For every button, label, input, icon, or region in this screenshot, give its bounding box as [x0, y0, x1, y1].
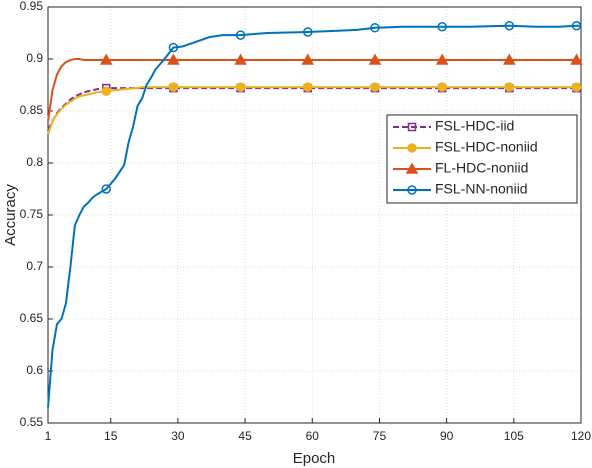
legend-marker [407, 122, 417, 132]
x-tick-label: 60 [306, 429, 320, 443]
y-axis-label: Accuracy [2, 184, 19, 246]
marker [235, 82, 246, 92]
y-tick-label: 0.65 [20, 311, 44, 325]
series-line [47, 58, 581, 122]
marker [234, 53, 247, 65]
legend-marker [407, 185, 417, 195]
x-tick-label: 105 [504, 429, 524, 443]
marker [303, 27, 313, 37]
marker [370, 23, 380, 33]
x-tick-label: 30 [171, 429, 185, 443]
legend-label: FSL-HDC-noniid [435, 139, 538, 155]
x-tick-label: 90 [440, 429, 454, 443]
marker [101, 86, 111, 96]
marker [571, 20, 582, 31]
marker [101, 184, 111, 194]
marker [301, 53, 315, 65]
series-line [47, 86, 581, 135]
series-line [47, 24, 581, 408]
marker [99, 53, 113, 65]
x-tick-label: 45 [238, 429, 252, 443]
x-tick-label: 1 [45, 429, 52, 443]
marker [168, 42, 179, 53]
y-tick-label: 0.6 [26, 363, 43, 377]
marker [435, 53, 449, 65]
y-tick-label: 0.85 [20, 103, 44, 117]
marker [437, 82, 447, 92]
x-tick-label: 75 [373, 429, 387, 443]
x-tick-label: 15 [104, 429, 118, 443]
marker [368, 53, 382, 65]
marker [303, 82, 313, 92]
legend-label: FSL-HDC-iid [435, 118, 514, 134]
axes-box [47, 6, 582, 424]
marker [571, 82, 582, 92]
marker [570, 53, 583, 65]
marker [504, 82, 515, 92]
marker [437, 22, 447, 32]
y-tick-label: 0.8 [26, 155, 43, 169]
legend-marker [407, 143, 417, 153]
marker [235, 30, 246, 40]
y-tick-label: 0.95 [20, 0, 44, 13]
legend-label: FL-HDC-noniid [435, 160, 528, 176]
x-tick-label: 120 [571, 429, 591, 443]
legend-box [386, 114, 578, 204]
legend-label: FSL-NN-noniid [435, 181, 528, 197]
y-tick-label: 0.7 [26, 259, 43, 273]
marker [503, 53, 516, 65]
y-tick-label: 0.75 [20, 207, 44, 221]
y-tick-label: 0.9 [26, 51, 43, 65]
y-tick-label: 0.55 [20, 415, 44, 429]
marker [168, 82, 179, 92]
marker [370, 82, 380, 92]
x-axis-label: Epoch [293, 450, 336, 467]
marker [504, 20, 515, 31]
marker [167, 53, 180, 65]
series-line [47, 87, 581, 131]
legend-marker [405, 162, 419, 174]
